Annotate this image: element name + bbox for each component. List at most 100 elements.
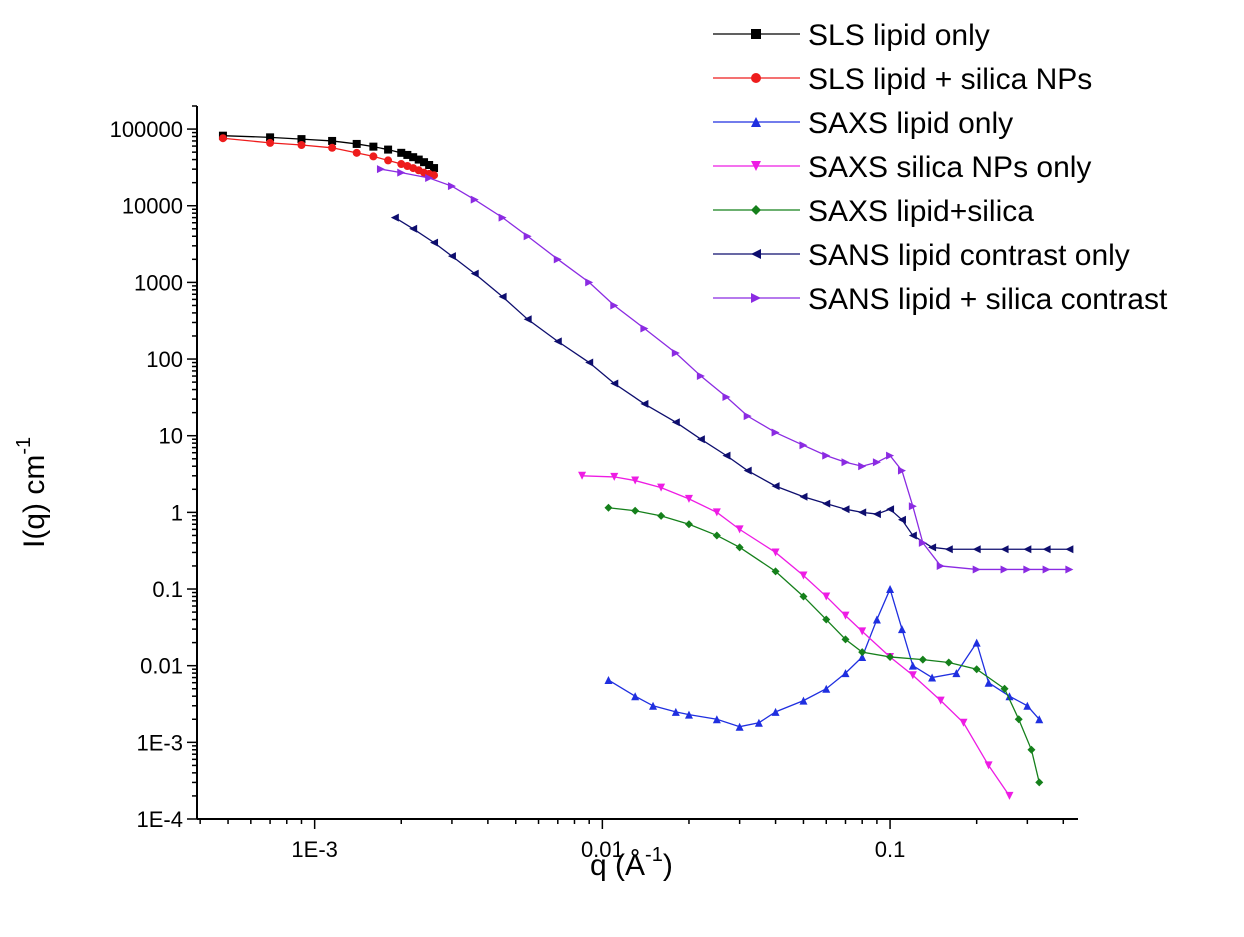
data-point (447, 252, 456, 261)
data-point (376, 165, 385, 174)
data-point (952, 669, 961, 678)
data-point (1005, 791, 1014, 800)
x-tick-label: 0.1 (875, 837, 906, 862)
data-point (470, 195, 479, 204)
data-point (908, 502, 917, 511)
data-point (447, 182, 456, 191)
data-point (610, 379, 619, 388)
x-axis-label-close: ) (663, 849, 673, 882)
series-saxs-lipid-silica (604, 503, 1044, 787)
x-axis-ticks: 1E-3 0.01 0.1 (199, 819, 1065, 862)
data-point (523, 315, 532, 324)
data-point (972, 565, 981, 574)
legend-label: SLS lipid + silica NPs (808, 63, 1092, 96)
data-point (897, 625, 906, 634)
data-point (959, 718, 968, 727)
y-tick-label: 1000 (134, 270, 183, 295)
data-point (886, 451, 895, 460)
data-point (218, 134, 227, 143)
y-tick-label: 100000 (110, 117, 183, 142)
data-point (841, 611, 850, 620)
y-axis-label: I(q) cm-1 (13, 437, 51, 548)
data-point (604, 676, 613, 685)
data-point (1000, 545, 1009, 554)
data-point (1027, 745, 1036, 754)
data-point (712, 531, 721, 540)
data-point (908, 661, 917, 670)
y-axis-label-sup: -1 (13, 437, 35, 455)
data-point (799, 571, 808, 580)
legend: SLS lipid only SLS lipid + silica NPs SAXS… (713, 19, 1168, 316)
data-point (918, 538, 927, 547)
data-point (822, 592, 831, 601)
data-point (671, 707, 680, 716)
data-point (897, 466, 906, 475)
data-point (722, 451, 731, 460)
data-point (771, 707, 780, 716)
data-point (1000, 684, 1009, 693)
series-saxs-silica-nps-only (578, 471, 1014, 800)
legend-label: SAXS lipid only (808, 107, 1013, 140)
data-point (384, 156, 393, 165)
data-point (684, 710, 693, 719)
data-point (735, 722, 744, 731)
data-point (872, 510, 881, 519)
data-point (822, 684, 831, 693)
data-point (822, 615, 831, 624)
data-point (735, 525, 744, 534)
data-point (972, 545, 981, 554)
legend-label: SANS lipid + silica contrast (808, 283, 1168, 316)
data-point (1005, 692, 1014, 701)
data-point (352, 139, 361, 148)
series-saxs-lipid-only (604, 585, 1044, 731)
data-point (1023, 545, 1032, 554)
data-point (1023, 565, 1032, 574)
data-point (397, 148, 406, 157)
data-point (771, 482, 780, 491)
data-point (696, 372, 705, 381)
y-tick-label: 1 (171, 500, 183, 525)
data-point (799, 441, 808, 450)
y-tick-label: 0.1 (152, 577, 183, 602)
data-point (771, 428, 780, 437)
data-point (397, 160, 406, 169)
data-point (1042, 565, 1051, 574)
data-point (1042, 545, 1051, 554)
data-point (649, 701, 658, 710)
data-point (671, 418, 680, 427)
data-point (1035, 778, 1044, 787)
data-point (1014, 715, 1023, 724)
data-point (297, 135, 306, 144)
data-point (425, 160, 434, 169)
legend-item: SANS lipid + silica contrast (713, 283, 1168, 316)
data-point (352, 148, 361, 157)
data-point (936, 696, 945, 705)
series-sans-lipid-contrast-only (390, 213, 1074, 554)
data-point (822, 451, 831, 460)
data-point (397, 168, 406, 177)
y-axis-label-text: I(q) cm (18, 455, 51, 548)
data-point (799, 592, 808, 601)
series-sans-lipid-silica-contrast (376, 165, 1074, 574)
legend-label: SLS lipid only (808, 19, 990, 52)
data-point (897, 515, 906, 524)
x-tick-label: 1E-3 (291, 837, 337, 862)
series-line (582, 475, 1010, 797)
data-point (369, 142, 378, 151)
data-point (872, 615, 881, 624)
data-point (908, 671, 917, 680)
y-tick-label: 0.01 (140, 654, 183, 679)
data-point (297, 140, 306, 149)
legend-item: SLS lipid only (713, 19, 990, 52)
data-point (640, 399, 649, 408)
legend-item: SAXS lipid only (713, 107, 1013, 140)
data-point (414, 155, 423, 164)
data-point (631, 476, 640, 485)
data-point (657, 511, 666, 520)
data-point (858, 627, 867, 636)
data-point (712, 508, 721, 517)
data-point (604, 503, 613, 512)
data-point (858, 648, 867, 657)
data-point (743, 412, 752, 421)
legend-label: SANS lipid contrast only (808, 239, 1130, 272)
